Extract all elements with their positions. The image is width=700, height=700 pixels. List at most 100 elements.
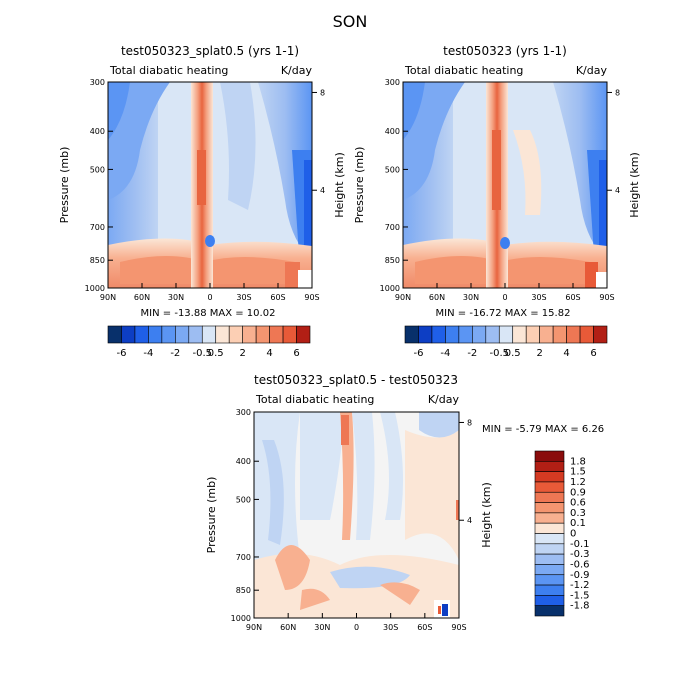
panel-3-ytick-label: 700: [236, 553, 251, 562]
colorbar-3-label: -1.5: [570, 590, 590, 601]
panel-3: test050323_splat0.5 - test050323 Total d…: [205, 373, 604, 632]
colorbar-1-box: [188, 325, 203, 344]
colorbar-1-label: -2: [170, 348, 180, 359]
colorbar-1-box: [175, 325, 190, 344]
panel-1-y2label: Height (km): [333, 152, 346, 218]
colorbar-2-box: [472, 325, 487, 344]
panel-1-xtick-label: 0: [207, 293, 212, 302]
panel-1-xtick-label: 90S: [304, 293, 319, 302]
colorbar-2-label: -2: [467, 348, 477, 359]
panel-2-y2tick-label: 4: [615, 186, 620, 195]
colorbar-3-label: -0.6: [570, 559, 590, 570]
colorbar-3-box: [534, 512, 565, 524]
colorbar-1-label: 4: [266, 348, 272, 359]
colorbar-3-box: [534, 522, 565, 534]
colorbar-2-label: 2: [536, 348, 542, 359]
panel-3-variable: Total diabatic heating: [255, 393, 374, 406]
colorbar-2-box: [431, 325, 446, 344]
panel-1-y-ticks: 300 400 500 700 850 1000: [85, 78, 113, 293]
panel-2-y2label: Height (km): [628, 152, 641, 218]
panel-3-xtick-label: 90N: [246, 623, 262, 632]
panel-1-xtick-label: 60N: [134, 293, 150, 302]
panel-1-xtick-label: 90N: [100, 293, 116, 302]
colorbar-3-box: [534, 543, 565, 555]
panel-2-variable: Total diabatic heating: [404, 64, 523, 77]
panel-2-ylabel: Pressure (mb): [353, 147, 366, 224]
colorbar-1-box: [148, 325, 163, 344]
season-title: SON: [333, 12, 368, 31]
panel-3-units: K/day: [428, 393, 460, 406]
panel-2-y-ticks: 300 400 500 700 850 1000: [380, 78, 408, 293]
colorbar-3-label: 0.3: [570, 508, 586, 519]
panel-2-y2-ticks: 84: [607, 88, 620, 195]
colorbar-3-label: 0.1: [570, 518, 586, 529]
panel-3-colorbar: 1.81.51.20.90.60.30.10-0.1-0.3-0.6-0.9-1…: [534, 450, 590, 617]
panel-3-stats: MIN = -5.79 MAX = 6.26: [482, 424, 604, 435]
panel-3-y2tick-label: 8: [467, 418, 472, 427]
panel-2-ytick-label: 400: [385, 127, 400, 136]
panel-3-x-ticks: 90N 60N 30N 0 30S 60S 90S: [246, 613, 467, 632]
panel-2-stats: MIN = -16.72 MAX = 15.82: [436, 308, 571, 319]
panel-1-y2-ticks: 84: [312, 88, 325, 195]
panel-3-xtick-label: 60S: [417, 623, 432, 632]
colorbar-3-label: 1.5: [570, 467, 586, 478]
panel-1-y2tick-label: 8: [320, 88, 325, 97]
colorbar-2-label: -4: [440, 348, 450, 359]
panel-3-y2label: Height (km): [480, 482, 493, 548]
colorbar-2-label: 6: [590, 348, 596, 359]
colorbar-2-label: -0.5: [490, 348, 510, 359]
colorbar-1-box: [134, 325, 149, 344]
colorbar-2-box: [525, 325, 540, 344]
panel-1-ylabel: Pressure (mb): [58, 147, 71, 224]
colorbar-1-box: [269, 325, 284, 344]
panel-3-xtick-label: 30N: [314, 623, 330, 632]
panel-3-ytick-label: 400: [236, 457, 251, 466]
colorbar-1-box: [228, 325, 243, 344]
colorbar-3-label: -0.3: [570, 549, 590, 560]
panel-1-ytick-label: 300: [90, 78, 105, 87]
colorbar-1-box: [201, 325, 217, 344]
panel-2-ytick-label: 500: [385, 165, 400, 174]
colorbar-2-box: [512, 325, 527, 344]
panel-3-ylabel: Pressure (mb): [205, 477, 218, 554]
colorbar-1-box: [121, 325, 136, 344]
panel-2-ytick-label: 1000: [380, 284, 400, 293]
panel-2-ytick-label: 300: [385, 78, 400, 87]
colorbar-1-box: [107, 325, 122, 344]
panel-1-stats: MIN = -13.88 MAX = 10.02: [141, 308, 276, 319]
colorbar-1-label: 0.5: [208, 348, 224, 359]
panel-1-ytick-label: 1000: [85, 284, 105, 293]
colorbar-3-box: [534, 471, 565, 483]
panel-3-field: [254, 412, 459, 618]
colorbar-1-box: [255, 325, 270, 344]
colorbar-3-label: -1.8: [570, 601, 590, 612]
panel-1-ytick-label: 400: [90, 127, 105, 136]
colorbar-2-box: [539, 325, 554, 344]
panel-1: test050323_splat0.5 (yrs 1-1) Total diab…: [58, 44, 346, 359]
panel-2-colorbar: -6 -4 -2 -0.50.5 2 4 6: [404, 325, 608, 359]
colorbar-2-box: [445, 325, 460, 344]
panel-2-xtick-label: 60S: [565, 293, 580, 302]
panel-3-xtick-label: 0: [354, 623, 359, 632]
colorbar-3-box: [534, 564, 565, 576]
colorbar-3-box: [534, 461, 565, 472]
panel-1-units: K/day: [281, 64, 313, 77]
colorbar-3-label: 0: [570, 529, 576, 540]
panel-1-xtick-label: 30S: [236, 293, 251, 302]
panel-2-units: K/day: [576, 64, 608, 77]
colorbar-2-box: [498, 325, 514, 344]
colorbar-2-box: [566, 325, 581, 344]
panel-3-xtick-label: 30S: [383, 623, 398, 632]
colorbar-3-label: 0.9: [570, 487, 586, 498]
colorbar-3-box: [534, 584, 565, 596]
panel-2-y2tick-label: 8: [615, 88, 620, 97]
colorbar-3-box: [534, 533, 565, 545]
panel-1-ytick-label: 850: [90, 256, 105, 265]
colorbar-2-label: 4: [563, 348, 569, 359]
colorbar-3-box: [534, 450, 565, 462]
panel-3-ytick-label: 300: [236, 408, 251, 417]
colorbar-3-label: 0.6: [570, 498, 586, 509]
colorbar-2-box: [458, 325, 473, 344]
colorbar-3-label: 1.8: [570, 456, 586, 467]
